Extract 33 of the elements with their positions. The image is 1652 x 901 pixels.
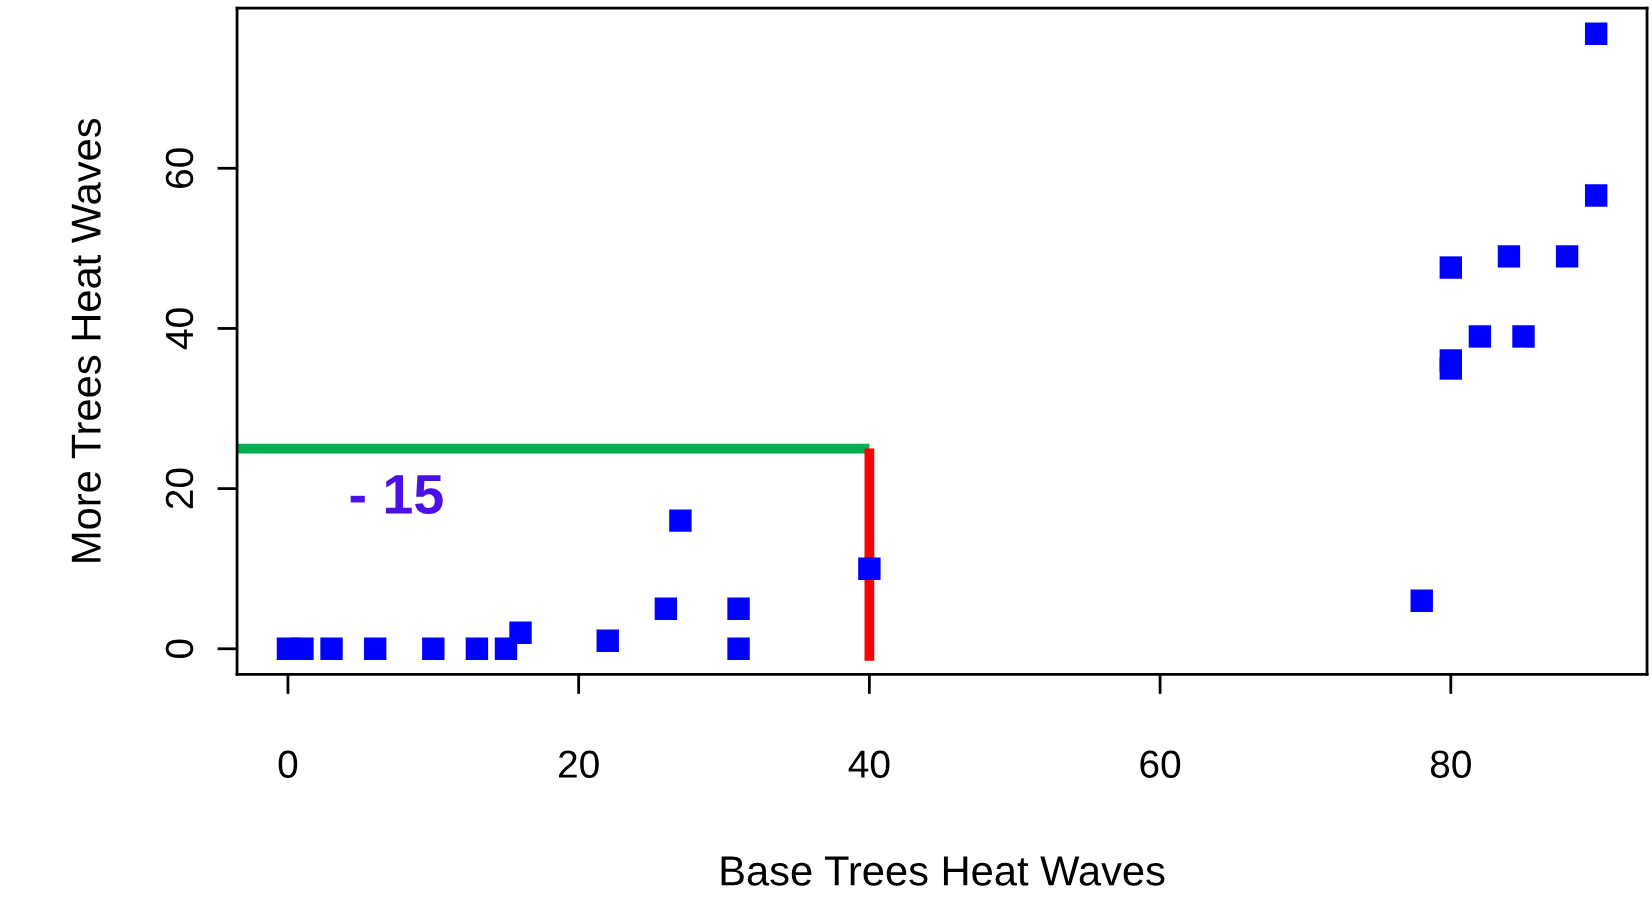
point xyxy=(291,637,314,660)
point xyxy=(1410,589,1433,612)
annotation: - 15 xyxy=(350,475,443,515)
point xyxy=(465,637,489,660)
y-tick-label: 0 xyxy=(165,639,194,659)
point xyxy=(1439,256,1462,279)
point xyxy=(422,637,445,660)
point xyxy=(669,509,692,532)
point xyxy=(509,621,532,644)
y-tick-label: 20 xyxy=(165,468,194,509)
point xyxy=(363,637,387,660)
x-tick-label: 20 xyxy=(558,750,599,778)
point xyxy=(1555,245,1579,268)
x-tick-label: 0 xyxy=(278,750,298,778)
point xyxy=(1439,357,1462,380)
point xyxy=(858,557,881,580)
y-axis-title: More Trees Heat Waves xyxy=(71,118,101,562)
point xyxy=(596,629,619,652)
point xyxy=(727,637,750,660)
point xyxy=(1584,184,1608,207)
point xyxy=(320,637,343,660)
y-tick-label: 40 xyxy=(165,308,194,350)
x-tick-label: 60 xyxy=(1140,750,1181,778)
point xyxy=(1497,245,1521,268)
point xyxy=(1512,325,1535,348)
point xyxy=(1584,22,1608,45)
point xyxy=(727,597,750,620)
point xyxy=(1468,325,1492,348)
y-tick-label: 60 xyxy=(165,148,194,188)
point xyxy=(654,597,678,620)
x-tick-label: 80 xyxy=(1430,750,1471,778)
x-axis-title: Base Trees Heat Waves xyxy=(721,856,1165,886)
x-tick-label: 40 xyxy=(848,750,890,778)
